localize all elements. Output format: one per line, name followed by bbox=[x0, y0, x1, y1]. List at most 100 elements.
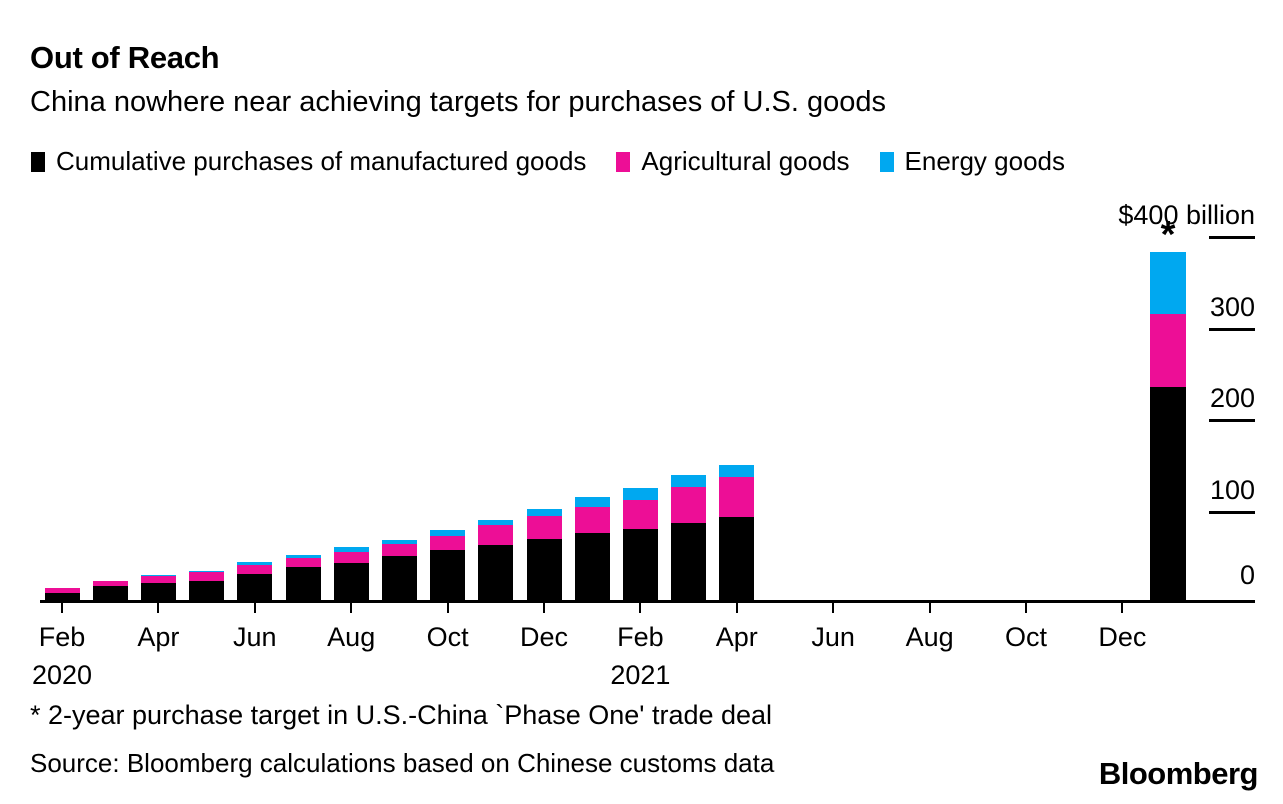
y-axis-tick-200 bbox=[1209, 419, 1255, 422]
x-axis-label-2: Jun bbox=[233, 622, 277, 652]
bar-oct-2020 bbox=[430, 530, 466, 600]
legend-item-agricultural: Agricultural goods bbox=[616, 146, 850, 177]
bar-segment bbox=[44, 588, 80, 593]
bar-segment bbox=[430, 530, 466, 536]
x-axis-tick-11 bbox=[1121, 603, 1124, 613]
x-axis-tick-0 bbox=[61, 603, 63, 613]
bar-segment bbox=[285, 555, 321, 559]
bar-sep-2020 bbox=[381, 539, 417, 600]
y-axis-tick-100 bbox=[1209, 510, 1255, 514]
y-axis-label-400: $400 billion bbox=[1118, 200, 1255, 230]
bar-segment bbox=[189, 571, 225, 573]
bar-segment bbox=[44, 592, 80, 600]
x-axis-year-2020: 2020 bbox=[31, 660, 93, 690]
bloomberg-logo: Bloomberg bbox=[1098, 756, 1259, 791]
bar-segment bbox=[92, 581, 128, 587]
bar-segment bbox=[430, 535, 466, 550]
bar-segment bbox=[333, 551, 369, 563]
bar-segment bbox=[381, 539, 417, 545]
bar-mar-2020 bbox=[92, 581, 128, 600]
target-segment-energy bbox=[1150, 252, 1186, 314]
y-axis-label-200: 200 bbox=[1209, 383, 1255, 413]
bar-segment bbox=[526, 515, 562, 539]
legend: Cumulative purchases of manufactured goo… bbox=[31, 146, 1095, 177]
legend-item-manufactured: Cumulative purchases of manufactured goo… bbox=[31, 146, 586, 177]
x-axis-label-7: Apr bbox=[715, 622, 758, 652]
x-axis-line bbox=[40, 600, 1255, 603]
bar-segment bbox=[140, 575, 176, 583]
bar-dec-2020 bbox=[526, 508, 562, 600]
bar-may-2020 bbox=[189, 571, 225, 600]
plot-area: $400 billion 300 200 100 0 Feb 2020 Apr Jun Aug Oc… bbox=[32, 190, 1255, 690]
legend-label: Energy goods bbox=[904, 146, 1065, 176]
bar-segment bbox=[430, 549, 466, 600]
bar-segment bbox=[671, 474, 707, 487]
y-axis-tick-400 bbox=[1209, 236, 1255, 239]
x-axis-tick-6 bbox=[639, 603, 642, 613]
bar-segment bbox=[237, 562, 273, 566]
x-axis-label-10: Oct bbox=[1004, 622, 1048, 652]
x-axis-tick-4 bbox=[446, 603, 449, 613]
bar-segment bbox=[671, 523, 707, 600]
x-axis-label-6: Feb bbox=[617, 622, 664, 652]
legend-label: Cumulative purchases of manufactured goo… bbox=[56, 146, 587, 176]
bar-segment bbox=[189, 580, 225, 600]
x-axis-tick-9 bbox=[928, 603, 931, 613]
x-axis-label-5: Dec bbox=[519, 622, 569, 652]
manufactured-swatch-icon bbox=[31, 151, 45, 172]
x-axis-tick-8 bbox=[832, 603, 835, 613]
bar-segment bbox=[189, 572, 225, 581]
bar-segment bbox=[140, 575, 176, 576]
bar-segment bbox=[237, 573, 273, 600]
bar-segment bbox=[671, 486, 707, 524]
x-axis-tick-3 bbox=[350, 603, 353, 613]
bar-feb-2020 bbox=[44, 588, 80, 600]
energy-swatch-icon bbox=[879, 151, 894, 172]
x-axis-tick-10 bbox=[1025, 603, 1027, 613]
legend-item-energy: Energy goods bbox=[879, 146, 1065, 177]
x-axis-tick-2 bbox=[253, 603, 256, 613]
bar-apr-2020 bbox=[140, 575, 176, 600]
x-axis-label-9: Aug bbox=[905, 622, 954, 652]
bar-nov-2020 bbox=[478, 519, 514, 600]
bar-segment bbox=[140, 582, 176, 600]
bar-segment bbox=[285, 567, 321, 600]
x-axis-year-2021: 2021 bbox=[610, 660, 671, 690]
bar-aug-2020 bbox=[333, 547, 369, 600]
legend-label: Agricultural goods bbox=[641, 146, 850, 176]
bar-jan-2021 bbox=[574, 496, 610, 600]
target-asterisk: * bbox=[1160, 214, 1176, 256]
y-axis-tick-300 bbox=[1209, 327, 1255, 331]
bar-segment bbox=[478, 544, 514, 600]
bar-segment bbox=[381, 544, 417, 557]
bar-segment bbox=[574, 496, 610, 507]
bar-segment bbox=[574, 533, 610, 600]
bar-segment bbox=[478, 525, 514, 545]
page-title: Out of Reach bbox=[30, 40, 220, 75]
x-axis-label-4: Oct bbox=[426, 622, 469, 652]
y-axis-label-0: 0 bbox=[1239, 560, 1255, 590]
x-axis-tick-1 bbox=[157, 603, 160, 613]
x-axis-tick-5 bbox=[543, 603, 545, 613]
target-bar bbox=[1150, 252, 1186, 600]
x-axis-label-0: Feb bbox=[38, 622, 86, 652]
bar-segment bbox=[478, 519, 514, 526]
bar-segment bbox=[237, 565, 273, 574]
bar-jul-2020 bbox=[285, 555, 321, 600]
target-segment-manufactured bbox=[1150, 386, 1186, 600]
y-axis-label-100: 100 bbox=[1209, 474, 1255, 505]
x-axis-label-3: Aug bbox=[327, 622, 376, 652]
x-axis-tick-7 bbox=[735, 603, 738, 613]
bar-segment bbox=[622, 488, 658, 500]
y-axis-label-300: 300 bbox=[1209, 291, 1255, 322]
source-line: Source: Bloomberg calculations based on … bbox=[30, 748, 775, 778]
bar-segment bbox=[285, 558, 321, 568]
x-axis-label-1: Apr bbox=[137, 622, 180, 652]
footnote: * 2-year purchase target in U.S.-China `… bbox=[30, 700, 773, 730]
bar-segment bbox=[574, 506, 610, 534]
target-segment-agricultural bbox=[1150, 313, 1186, 387]
bar-segment bbox=[622, 529, 658, 600]
x-axis-label-11: Dec bbox=[1098, 622, 1147, 652]
bar-segment bbox=[333, 547, 369, 552]
